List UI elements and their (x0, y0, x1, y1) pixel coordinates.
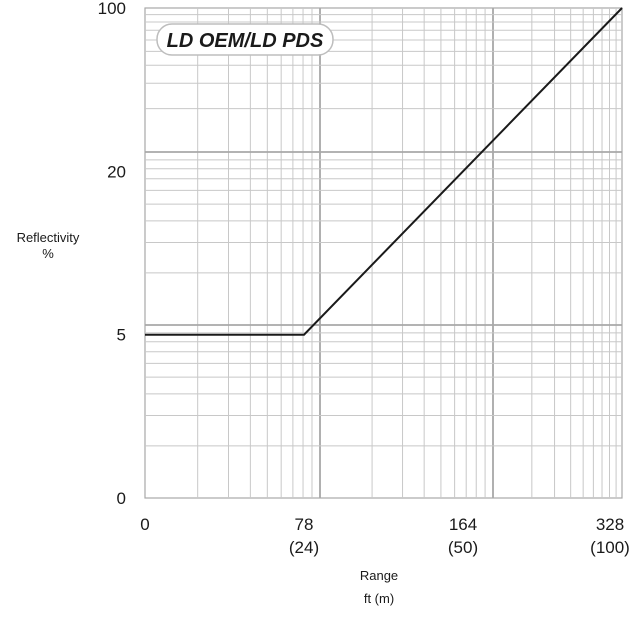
x-tick-label: 164 (449, 515, 477, 534)
x-tick-sublabel: (50) (448, 538, 478, 557)
y-axis-title: Reflectivity (17, 230, 80, 245)
series-layer (145, 7, 623, 336)
series-line-0 (145, 7, 623, 336)
x-tick-label: 0 (140, 515, 149, 534)
x-tick-sublabel: (100) (590, 538, 630, 557)
tick-labels: 0 5 20 100 0 78 (24) 164 (50) 328 (100) (98, 0, 630, 557)
y-tick-label: 5 (117, 326, 126, 345)
x-tick-label: 78 (295, 515, 314, 534)
y-axis-units: % (42, 246, 54, 261)
y-tick-label: 20 (107, 162, 126, 181)
y-tick-label: 0 (117, 489, 126, 508)
x-tick-label: 328 (596, 515, 624, 534)
chart-title-group: LD OEM/LD PDS (156, 23, 334, 56)
x-axis-units: ft (m) (364, 591, 394, 606)
x-axis-title: Range (360, 568, 398, 583)
chart-title: LD OEM/LD PDS (167, 30, 324, 52)
x-tick-sublabel: (24) (289, 538, 319, 557)
y-tick-label: 100 (98, 0, 126, 18)
chart-title-frame (156, 23, 334, 56)
